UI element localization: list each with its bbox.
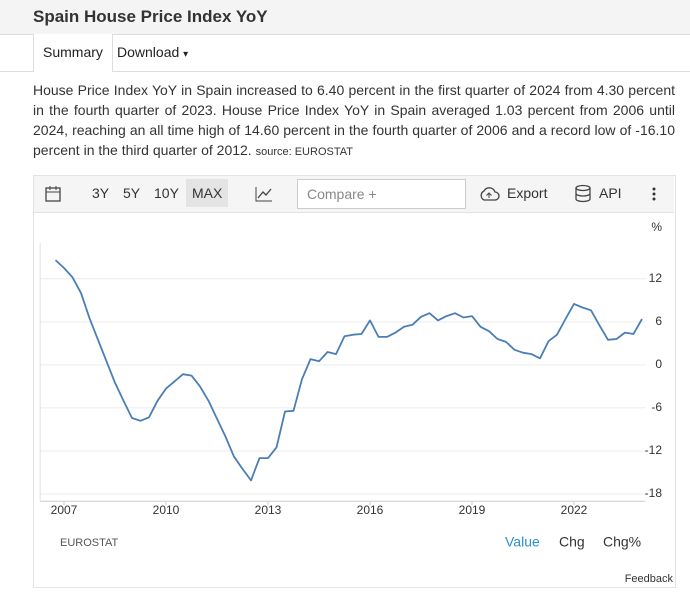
chart-panel [33, 175, 676, 588]
x-tick-label: 2013 [255, 503, 282, 517]
chart-source: EUROSTAT [60, 537, 119, 549]
x-tick-label: 2010 [153, 503, 180, 517]
tab[interactable]: Download ▾ [108, 34, 197, 71]
data-line [54, 259, 643, 482]
y-tick-label: -12 [645, 443, 663, 457]
compare-input[interactable]: Compare + [297, 179, 466, 209]
y-tick-label: -18 [645, 486, 663, 500]
y-unit: % [651, 220, 662, 234]
y-tick-label: -6 [651, 400, 662, 414]
x-tick-label: 2022 [561, 503, 588, 517]
range-button[interactable]: 3Y [92, 185, 110, 201]
menu-icon[interactable] [649, 186, 659, 202]
chart-type-icon[interactable] [254, 185, 274, 203]
header [0, 0, 690, 35]
tab-label[interactable]: Download [117, 44, 180, 60]
export-button[interactable]: Export [507, 185, 548, 201]
caret-icon[interactable]: ▾ [183, 49, 189, 60]
y-tick-label: 12 [649, 271, 663, 285]
source: source: EUROSTAT [255, 146, 353, 158]
api-icon[interactable] [574, 184, 592, 204]
view-tab[interactable]: Chg% [603, 534, 641, 550]
x-tick-label: 2007 [51, 503, 78, 517]
description: House Price Index YoY in Spain increased… [33, 80, 675, 162]
description-text: House Price Index YoY in Spain increased… [33, 82, 675, 158]
range-button[interactable]: 10Y [154, 185, 179, 201]
calendar-icon[interactable] [44, 185, 62, 203]
x-tick-label: 2019 [459, 503, 486, 517]
tab[interactable]: Summary [33, 34, 113, 72]
view-tab[interactable]: Chg [559, 534, 585, 550]
export-icon[interactable] [478, 185, 500, 203]
y-tick-label: 0 [655, 357, 662, 371]
view-tab[interactable]: Value [505, 534, 540, 550]
range-button[interactable]: MAX [186, 179, 229, 207]
api-button[interactable]: API [599, 185, 622, 201]
y-tick-label: 6 [655, 314, 662, 328]
page-title: Spain House Price Index YoY [33, 7, 268, 26]
tab-bar: Summary Download ▾ [0, 34, 690, 72]
toolbar: 3Y 5Y 10Y MAX Compare + Export API [34, 176, 674, 213]
feedback-link[interactable]: Feedback [625, 573, 674, 585]
x-tick-label: 2016 [357, 503, 384, 517]
range-button[interactable]: 5Y [123, 185, 141, 201]
